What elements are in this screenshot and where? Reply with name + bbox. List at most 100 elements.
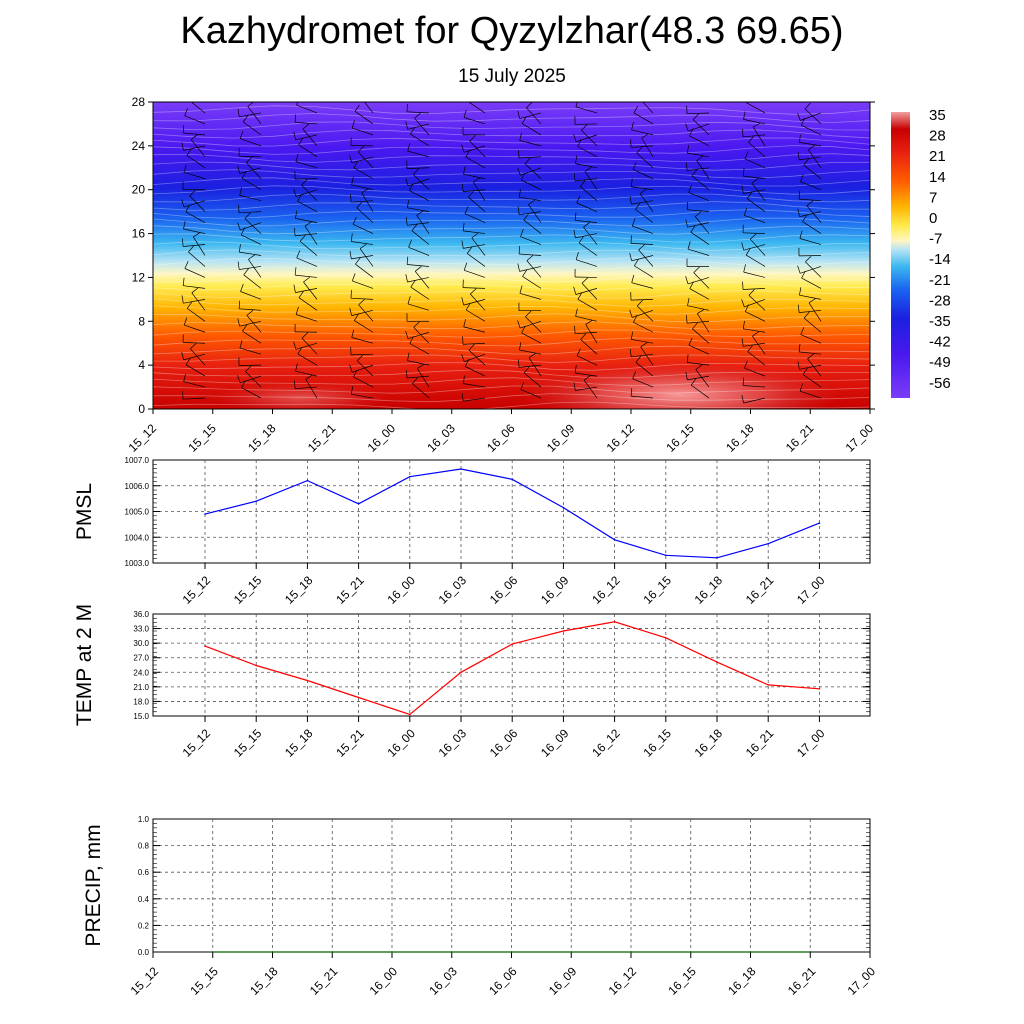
wind-barb bbox=[414, 271, 430, 289]
wind-barb-flag bbox=[523, 213, 529, 221]
wind-barb-flag bbox=[294, 267, 297, 276]
x-tick-label: 16_06 bbox=[484, 421, 518, 455]
wind-barb bbox=[753, 127, 766, 147]
wind-barb-flag bbox=[804, 102, 811, 110]
data-point bbox=[357, 696, 360, 699]
wind-barb-flag bbox=[293, 227, 296, 236]
data-point bbox=[255, 500, 257, 503]
wind-barb bbox=[465, 309, 486, 322]
wind-barb bbox=[295, 233, 318, 237]
wind-barb bbox=[466, 253, 486, 267]
wind-barb-flag bbox=[583, 375, 591, 381]
colorbar-label: 14 bbox=[929, 169, 946, 186]
wind-barb bbox=[799, 266, 822, 274]
wind-barb-flag bbox=[696, 155, 704, 161]
wind-barb bbox=[412, 174, 430, 190]
wind-barb bbox=[746, 198, 766, 212]
wind-barb bbox=[242, 121, 262, 136]
wind-barb bbox=[696, 160, 710, 179]
x-tick-label: 16_06 bbox=[487, 573, 521, 607]
wind-barb-flag bbox=[808, 144, 816, 151]
wind-barb bbox=[521, 332, 542, 344]
x-tick-label: 15_15 bbox=[231, 726, 265, 760]
wind-barb-flag bbox=[575, 102, 578, 107]
wind-barb bbox=[239, 347, 262, 355]
wind-barb-flag bbox=[408, 239, 412, 248]
x-tick-label: 17_00 bbox=[845, 964, 879, 998]
data-point bbox=[255, 664, 257, 667]
wind-barb-flag bbox=[188, 245, 194, 253]
y-axis-label: PMSL bbox=[73, 483, 96, 540]
wind-barb-flag bbox=[350, 233, 353, 242]
colorbar-label: -14 bbox=[929, 251, 951, 268]
wind-barb bbox=[630, 299, 654, 301]
wind-barb-flag bbox=[461, 240, 464, 249]
wind-barb-flag bbox=[631, 274, 635, 283]
wind-barb bbox=[241, 234, 262, 245]
wind-barb-flag bbox=[753, 122, 761, 128]
wind-barb-flag bbox=[293, 188, 297, 197]
wind-barb bbox=[744, 215, 766, 223]
wind-barb bbox=[799, 364, 822, 370]
wind-barb bbox=[298, 297, 318, 311]
wind-barb bbox=[523, 372, 542, 388]
wind-barb-flag bbox=[293, 341, 297, 350]
data-point bbox=[511, 643, 513, 645]
data-point bbox=[562, 630, 565, 632]
wind-barb-flag bbox=[417, 363, 425, 369]
wind-barb-flag bbox=[239, 340, 243, 349]
wind-barb bbox=[743, 271, 766, 278]
colorbar-label: 21 bbox=[929, 148, 946, 165]
wind-barb-flag bbox=[183, 221, 186, 230]
wind-barb-flag bbox=[639, 188, 647, 195]
wind-barb bbox=[808, 149, 822, 168]
wind-barb-flag bbox=[242, 324, 248, 332]
wind-barb bbox=[583, 226, 598, 245]
contour-line bbox=[153, 337, 870, 347]
wind-barb bbox=[407, 360, 430, 366]
contour-line bbox=[153, 145, 870, 155]
wind-barb-flag bbox=[635, 355, 642, 363]
precip-panel: 0.0 0.2 0.4 0.6 0.8 1.0 15_12 15_15 15_18 15_21 16… bbox=[82, 815, 878, 998]
wind-barb-flag bbox=[692, 322, 698, 330]
wind-barb bbox=[463, 117, 486, 125]
wind-barb-flag bbox=[517, 110, 521, 119]
wind-barb-flag bbox=[193, 232, 201, 238]
wind-barb bbox=[190, 102, 206, 114]
y-tick-label: 24 bbox=[132, 139, 146, 153]
contour-line bbox=[153, 281, 870, 291]
colorbar-label: -35 bbox=[929, 313, 951, 330]
wind-barb bbox=[239, 195, 262, 202]
wind-barb bbox=[183, 353, 206, 361]
wind-barb bbox=[807, 358, 822, 377]
wind-barb bbox=[690, 384, 710, 399]
wind-barb bbox=[687, 209, 710, 212]
wind-barb-flag bbox=[294, 114, 296, 123]
wind-barb bbox=[632, 225, 654, 234]
y-tick-label: 0.6 bbox=[138, 868, 150, 877]
wind-barb-flag bbox=[461, 144, 465, 153]
wind-barb bbox=[295, 161, 318, 169]
wind-barb bbox=[745, 311, 766, 322]
wind-barb-flag bbox=[467, 94, 471, 101]
wind-barb bbox=[631, 145, 654, 148]
wind-barb-flag bbox=[686, 145, 690, 154]
data-point bbox=[818, 522, 821, 524]
wind-barb bbox=[357, 151, 374, 169]
wind-barb bbox=[354, 111, 374, 125]
wind-barb bbox=[635, 209, 654, 223]
wind-barb-flag bbox=[689, 281, 694, 289]
wind-barb bbox=[799, 351, 822, 355]
wind-barb-flag bbox=[526, 255, 534, 261]
data-point bbox=[409, 475, 411, 478]
wind-barb-flag bbox=[416, 210, 424, 216]
wind-barb bbox=[183, 285, 206, 289]
wind-barb bbox=[352, 280, 374, 289]
wind-barb bbox=[808, 302, 822, 322]
wind-barb-flag bbox=[361, 188, 369, 194]
wind-barb bbox=[239, 112, 262, 118]
y-tick-label: 0 bbox=[138, 402, 145, 416]
colorbar: 35 28 21 14 7 0 -7 -14 -21 -28 -35 -42 -49 -56 bbox=[891, 107, 951, 398]
wind-barb-flag bbox=[692, 113, 699, 120]
data-point bbox=[767, 542, 769, 545]
